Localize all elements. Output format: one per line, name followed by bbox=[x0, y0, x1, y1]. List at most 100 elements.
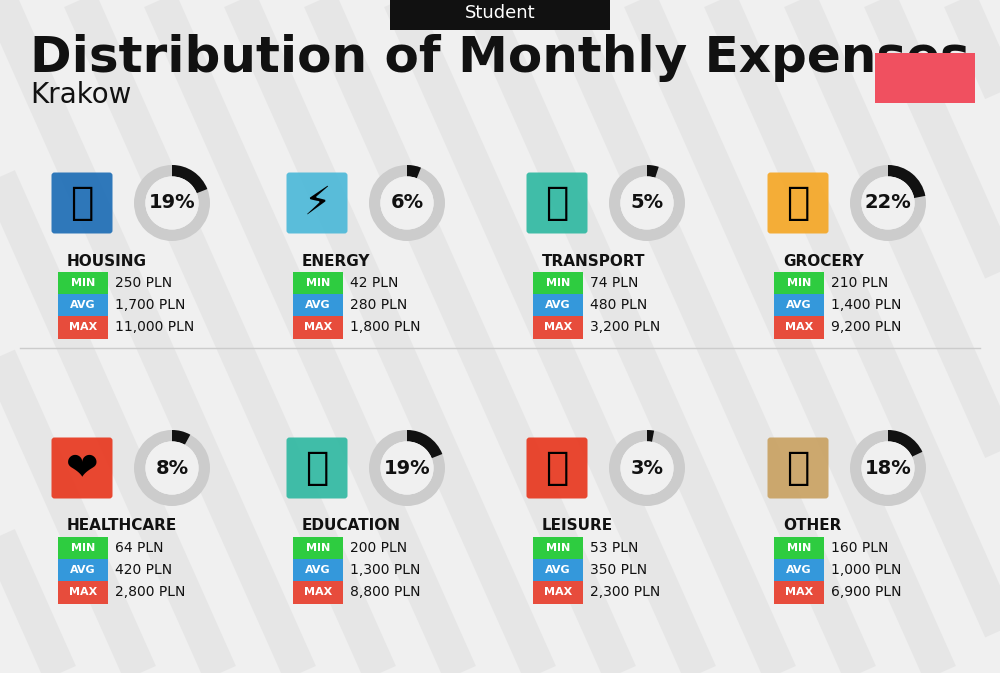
FancyBboxPatch shape bbox=[287, 437, 348, 499]
Text: LEISURE: LEISURE bbox=[542, 518, 613, 534]
FancyBboxPatch shape bbox=[774, 316, 824, 339]
Text: AVG: AVG bbox=[545, 300, 571, 310]
Text: AVG: AVG bbox=[70, 565, 96, 575]
Wedge shape bbox=[850, 430, 926, 506]
Text: 200 PLN: 200 PLN bbox=[350, 541, 407, 555]
Text: TRANSPORT: TRANSPORT bbox=[542, 254, 646, 269]
Text: 🛒: 🛒 bbox=[786, 184, 810, 222]
Text: 42 PLN: 42 PLN bbox=[350, 276, 398, 290]
FancyBboxPatch shape bbox=[293, 536, 343, 559]
Text: MIN: MIN bbox=[71, 543, 95, 553]
Text: 2,300 PLN: 2,300 PLN bbox=[590, 585, 660, 599]
Text: 210 PLN: 210 PLN bbox=[831, 276, 888, 290]
Text: AVG: AVG bbox=[786, 565, 812, 575]
Text: EDUCATION: EDUCATION bbox=[302, 518, 401, 534]
Text: 480 PLN: 480 PLN bbox=[590, 298, 647, 312]
FancyBboxPatch shape bbox=[58, 316, 108, 339]
Circle shape bbox=[145, 176, 199, 229]
FancyBboxPatch shape bbox=[774, 271, 824, 295]
Text: AVG: AVG bbox=[305, 300, 331, 310]
Text: MIN: MIN bbox=[306, 543, 330, 553]
FancyBboxPatch shape bbox=[58, 293, 108, 316]
Wedge shape bbox=[888, 165, 925, 198]
FancyBboxPatch shape bbox=[533, 581, 583, 604]
Wedge shape bbox=[888, 430, 922, 457]
FancyBboxPatch shape bbox=[293, 581, 343, 604]
Text: 160 PLN: 160 PLN bbox=[831, 541, 888, 555]
Text: 22%: 22% bbox=[865, 194, 911, 213]
Text: MIN: MIN bbox=[787, 278, 811, 288]
Text: 💰: 💰 bbox=[786, 449, 810, 487]
Text: ❤: ❤ bbox=[66, 449, 98, 487]
Text: 1,700 PLN: 1,700 PLN bbox=[115, 298, 185, 312]
Text: 9,200 PLN: 9,200 PLN bbox=[831, 320, 901, 334]
FancyBboxPatch shape bbox=[768, 437, 828, 499]
Wedge shape bbox=[369, 165, 445, 241]
Text: AVG: AVG bbox=[305, 565, 331, 575]
Text: MAX: MAX bbox=[785, 587, 813, 597]
Text: 8%: 8% bbox=[155, 458, 189, 478]
Circle shape bbox=[861, 441, 915, 495]
Text: 🚌: 🚌 bbox=[545, 184, 569, 222]
Text: HOUSING: HOUSING bbox=[67, 254, 147, 269]
FancyBboxPatch shape bbox=[533, 316, 583, 339]
Text: OTHER: OTHER bbox=[783, 518, 841, 534]
Text: MIN: MIN bbox=[71, 278, 95, 288]
Text: 6,900 PLN: 6,900 PLN bbox=[831, 585, 902, 599]
Text: ⚡: ⚡ bbox=[303, 184, 331, 222]
Text: Distribution of Monthly Expenses: Distribution of Monthly Expenses bbox=[30, 34, 970, 82]
Text: 11,000 PLN: 11,000 PLN bbox=[115, 320, 194, 334]
Wedge shape bbox=[172, 430, 190, 445]
Wedge shape bbox=[609, 165, 685, 241]
FancyBboxPatch shape bbox=[774, 536, 824, 559]
Wedge shape bbox=[134, 165, 210, 241]
Wedge shape bbox=[850, 165, 926, 241]
Text: 🏗: 🏗 bbox=[70, 184, 94, 222]
Text: MAX: MAX bbox=[304, 587, 332, 597]
FancyBboxPatch shape bbox=[526, 437, 588, 499]
Circle shape bbox=[861, 176, 915, 229]
Text: 1,300 PLN: 1,300 PLN bbox=[350, 563, 420, 577]
Text: 53 PLN: 53 PLN bbox=[590, 541, 638, 555]
Text: 1,000 PLN: 1,000 PLN bbox=[831, 563, 901, 577]
Text: MIN: MIN bbox=[306, 278, 330, 288]
FancyBboxPatch shape bbox=[533, 536, 583, 559]
Text: 🛍: 🛍 bbox=[545, 449, 569, 487]
FancyBboxPatch shape bbox=[533, 293, 583, 316]
Wedge shape bbox=[369, 430, 445, 506]
FancyBboxPatch shape bbox=[287, 172, 348, 234]
FancyBboxPatch shape bbox=[58, 581, 108, 604]
Text: GROCERY: GROCERY bbox=[783, 254, 864, 269]
FancyBboxPatch shape bbox=[390, 0, 610, 30]
Wedge shape bbox=[609, 430, 685, 506]
Text: Krakow: Krakow bbox=[30, 81, 131, 109]
Text: MAX: MAX bbox=[304, 322, 332, 332]
FancyBboxPatch shape bbox=[58, 559, 108, 581]
Text: MAX: MAX bbox=[544, 322, 572, 332]
FancyBboxPatch shape bbox=[293, 559, 343, 581]
Text: 74 PLN: 74 PLN bbox=[590, 276, 638, 290]
Text: 64 PLN: 64 PLN bbox=[115, 541, 164, 555]
Circle shape bbox=[620, 176, 674, 229]
Text: 250 PLN: 250 PLN bbox=[115, 276, 172, 290]
Wedge shape bbox=[647, 430, 654, 442]
FancyBboxPatch shape bbox=[293, 316, 343, 339]
FancyBboxPatch shape bbox=[58, 536, 108, 559]
Text: 19%: 19% bbox=[149, 194, 195, 213]
Text: MIN: MIN bbox=[787, 543, 811, 553]
Text: 18%: 18% bbox=[865, 458, 911, 478]
Text: 1,400 PLN: 1,400 PLN bbox=[831, 298, 901, 312]
Wedge shape bbox=[407, 165, 421, 178]
Text: MAX: MAX bbox=[785, 322, 813, 332]
FancyBboxPatch shape bbox=[58, 271, 108, 295]
Wedge shape bbox=[647, 165, 659, 178]
Wedge shape bbox=[172, 165, 207, 193]
FancyBboxPatch shape bbox=[774, 293, 824, 316]
Text: 19%: 19% bbox=[384, 458, 430, 478]
Text: Student: Student bbox=[465, 4, 535, 22]
Text: 3%: 3% bbox=[631, 458, 664, 478]
FancyBboxPatch shape bbox=[52, 437, 112, 499]
FancyBboxPatch shape bbox=[774, 581, 824, 604]
Text: 5%: 5% bbox=[630, 194, 664, 213]
Wedge shape bbox=[407, 430, 442, 458]
